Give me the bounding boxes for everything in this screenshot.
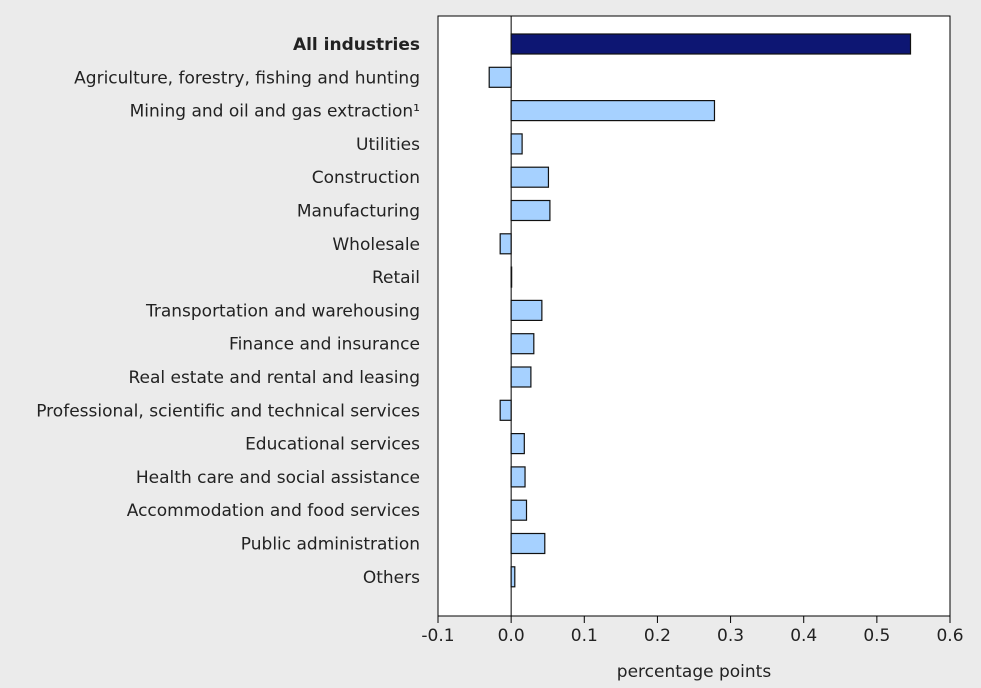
category-label: Professional, scientific and technical s… (36, 401, 420, 421)
category-label: Educational services (245, 435, 420, 455)
bar-industry (510, 99, 716, 122)
x-tick-label: -0.1 (421, 626, 454, 646)
bar-all-industries (510, 33, 912, 55)
x-tick-label: 0.2 (644, 626, 671, 646)
category-label: Retail (372, 268, 420, 288)
category-label: Manufacturing (297, 202, 420, 222)
bar-industry (510, 566, 516, 588)
bar-industry (510, 133, 523, 155)
category-label: Utilities (356, 135, 420, 155)
x-tick-label: 0.1 (571, 626, 598, 646)
category-label: Others (363, 568, 420, 588)
category-label: All industries (293, 35, 420, 55)
category-label: Finance and insurance (229, 335, 420, 355)
category-label: Mining and oil and gas extraction¹ (130, 102, 420, 122)
bar-industry (510, 499, 528, 521)
x-tick-label: 0.5 (863, 626, 890, 646)
bar-industry (510, 166, 550, 188)
category-label: Real estate and rental and leasing (128, 368, 420, 388)
bar-industry (510, 366, 532, 388)
x-tick-label: 0.6 (936, 626, 963, 646)
category-label: Agriculture, forestry, fishing and hunti… (74, 68, 420, 88)
bar-industry (510, 532, 546, 555)
bar-industry (510, 199, 551, 222)
bar-industry (510, 333, 535, 355)
category-label: Transportation and warehousing (145, 301, 420, 321)
x-axis-title: percentage points (617, 662, 772, 682)
bar-industry (510, 266, 513, 288)
x-axis-ticks-group: -0.1 0.0 0.1 0.2 0.3 0.4 0.5 0.6 (421, 616, 964, 646)
category-label: Health care and social assistance (136, 468, 420, 488)
category-label: Construction (312, 168, 420, 188)
bar-industry (510, 466, 526, 488)
bar-industry (499, 399, 512, 421)
x-tick-label: 0.0 (498, 626, 525, 646)
category-label: Wholesale (332, 235, 420, 255)
bars-group (488, 16, 912, 616)
category-labels-group: All industries Agriculture, forestry, fis… (36, 35, 420, 588)
category-label: Accommodation and food services (127, 501, 420, 521)
bar-industry (499, 233, 512, 255)
bar-industry (510, 433, 525, 455)
bar-industry (510, 299, 543, 321)
x-tick-label: 0.3 (717, 626, 744, 646)
x-tick-label: 0.4 (790, 626, 817, 646)
category-label: Public administration (241, 535, 420, 555)
bar-industry (488, 66, 512, 88)
